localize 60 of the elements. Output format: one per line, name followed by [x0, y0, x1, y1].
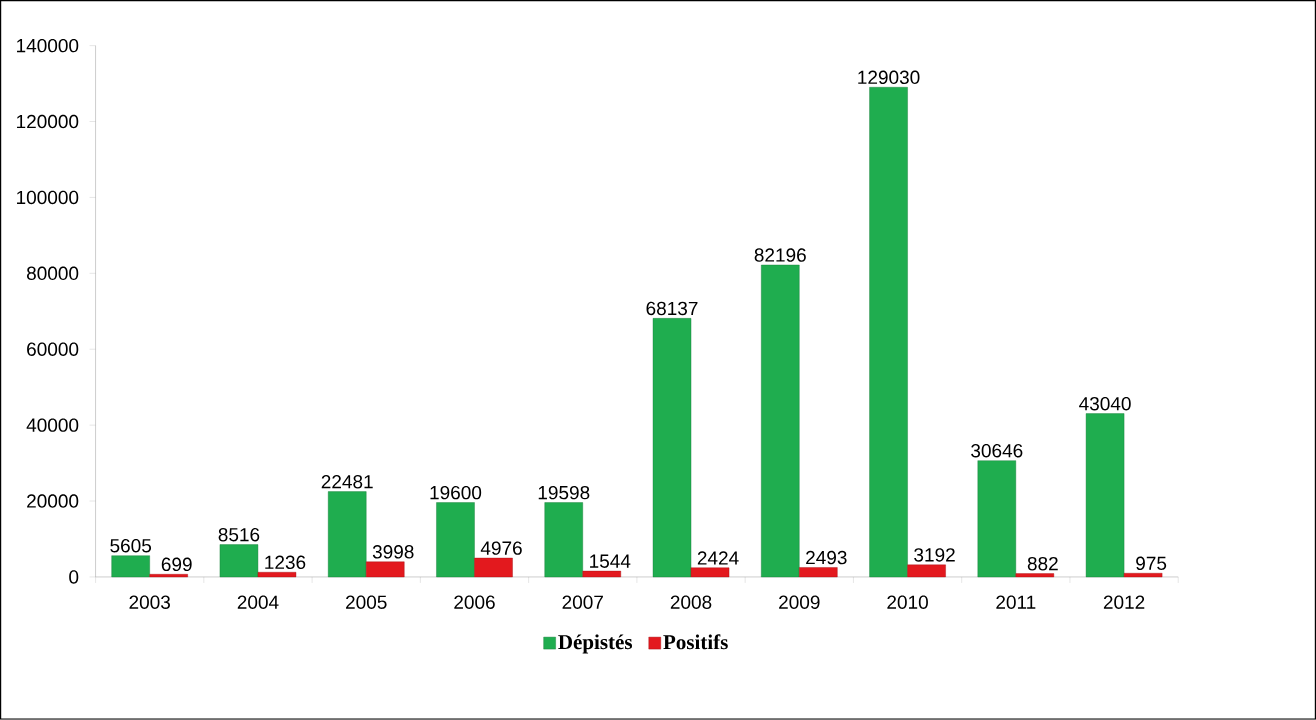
bar — [907, 564, 946, 578]
data-label: 129030 — [858, 70, 920, 85]
data-label: 68137 — [646, 301, 698, 316]
data-label: 882 — [1027, 557, 1058, 571]
x-tick-label: 2008 — [670, 595, 712, 610]
data-label: 5605 — [110, 539, 152, 553]
data-label: 975 — [1136, 556, 1167, 571]
bar — [1085, 413, 1125, 578]
bar — [977, 460, 1017, 578]
data-label: 1544 — [590, 554, 631, 569]
data-label: 82196 — [754, 248, 806, 262]
x-tick-label: 2004 — [237, 595, 279, 610]
bar — [257, 572, 297, 578]
y-tick-label: 0 — [69, 570, 79, 584]
bar — [690, 567, 730, 578]
data-label: 2493 — [806, 551, 847, 565]
x-tick-label: 2011 — [996, 595, 1036, 610]
bar — [474, 558, 513, 578]
bar — [219, 544, 259, 578]
bar — [111, 555, 150, 578]
bar — [436, 502, 475, 578]
legend-label: Dépistés — [558, 634, 633, 654]
bar — [366, 561, 405, 578]
data-label: 19598 — [538, 486, 590, 500]
legend-label: Positifs — [663, 634, 728, 650]
bar — [1123, 573, 1163, 578]
bar — [149, 574, 188, 578]
data-label: 699 — [161, 557, 192, 572]
y-tick-label: 140000 — [17, 39, 79, 53]
bar — [761, 264, 800, 578]
bar — [869, 87, 908, 578]
data-label: 43040 — [1079, 397, 1131, 411]
bar — [1015, 573, 1055, 578]
data-label: 8516 — [218, 528, 260, 542]
x-tick-label: 2009 — [779, 595, 820, 610]
data-label: 19600 — [430, 486, 482, 500]
x-tick-label: 2007 — [562, 595, 603, 610]
y-tick-label: 100000 — [17, 190, 79, 205]
x-tick-label: 2006 — [454, 595, 495, 610]
x-tick-label: 2010 — [887, 595, 928, 610]
bar — [582, 571, 621, 578]
y-tick-label: 20000 — [27, 494, 79, 508]
data-label: 22481 — [321, 475, 373, 489]
bar — [328, 491, 367, 578]
data-label: 1236 — [265, 555, 306, 570]
data-label: 2424 — [697, 551, 739, 565]
data-label: 3192 — [914, 548, 955, 562]
x-tick-label: 2012 — [1103, 595, 1145, 610]
x-tick-label: 2005 — [346, 595, 387, 610]
y-tick-label: 40000 — [26, 418, 79, 433]
x-tick-label: 2003 — [129, 595, 170, 610]
bar — [799, 567, 838, 578]
y-tick-label: 60000 — [27, 342, 79, 357]
data-label: 3998 — [372, 545, 414, 559]
y-tick-label: 120000 — [17, 114, 79, 129]
data-label: 4976 — [480, 541, 522, 556]
bar — [544, 502, 583, 578]
data-label: 30646 — [971, 444, 1023, 458]
y-tick-label: 80000 — [26, 266, 79, 281]
bar — [652, 318, 692, 578]
